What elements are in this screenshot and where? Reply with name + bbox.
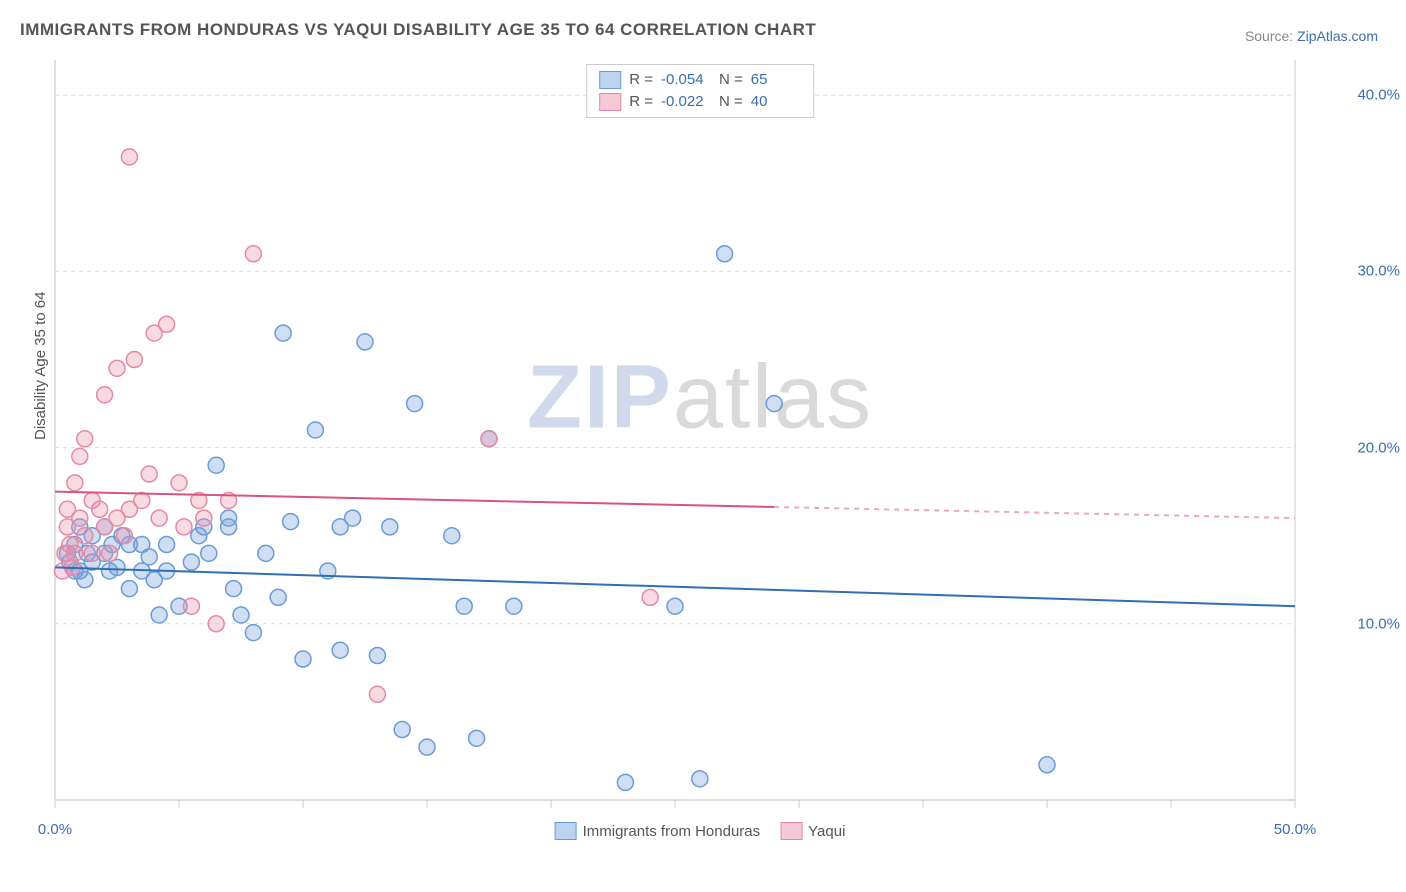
n-value-1: 40	[751, 91, 801, 113]
scatter-plot	[50, 60, 1350, 810]
stats-swatch-0	[599, 71, 621, 89]
series-legend: Immigrants from Honduras Yaqui	[555, 822, 846, 840]
source-attribution: Source: ZipAtlas.com	[1245, 28, 1378, 44]
n-label: N =	[719, 91, 743, 113]
legend-item-0: Immigrants from Honduras	[555, 822, 761, 840]
stats-swatch-1	[599, 93, 621, 111]
stats-legend: R = -0.054 N = 65 R = -0.022 N = 40	[586, 64, 814, 118]
legend-label-0: Immigrants from Honduras	[583, 823, 761, 840]
y-axis-label: Disability Age 35 to 64	[32, 292, 49, 440]
legend-label-1: Yaqui	[808, 823, 845, 840]
chart-area: Disability Age 35 to 64 ZIPatlas R = -0.…	[50, 60, 1350, 810]
legend-item-1: Yaqui	[780, 822, 845, 840]
x-tick-label: 50.0%	[1274, 821, 1317, 838]
source-link[interactable]: ZipAtlas.com	[1297, 28, 1378, 44]
source-label: Source:	[1245, 28, 1297, 44]
legend-swatch-1	[780, 822, 802, 840]
stats-row-0: R = -0.054 N = 65	[599, 69, 801, 91]
y-tick-label: 10.0%	[1357, 615, 1400, 632]
y-tick-label: 30.0%	[1357, 263, 1400, 280]
r-label: R =	[629, 69, 653, 91]
stats-row-1: R = -0.022 N = 40	[599, 91, 801, 113]
chart-title: IMMIGRANTS FROM HONDURAS VS YAQUI DISABI…	[20, 20, 816, 40]
legend-swatch-0	[555, 822, 577, 840]
r-value-1: -0.022	[661, 91, 711, 113]
n-value-0: 65	[751, 69, 801, 91]
y-tick-label: 20.0%	[1357, 439, 1400, 456]
r-value-0: -0.054	[661, 69, 711, 91]
x-tick-label: 0.0%	[38, 821, 72, 838]
y-tick-label: 40.0%	[1357, 87, 1400, 104]
n-label: N =	[719, 69, 743, 91]
r-label: R =	[629, 91, 653, 113]
